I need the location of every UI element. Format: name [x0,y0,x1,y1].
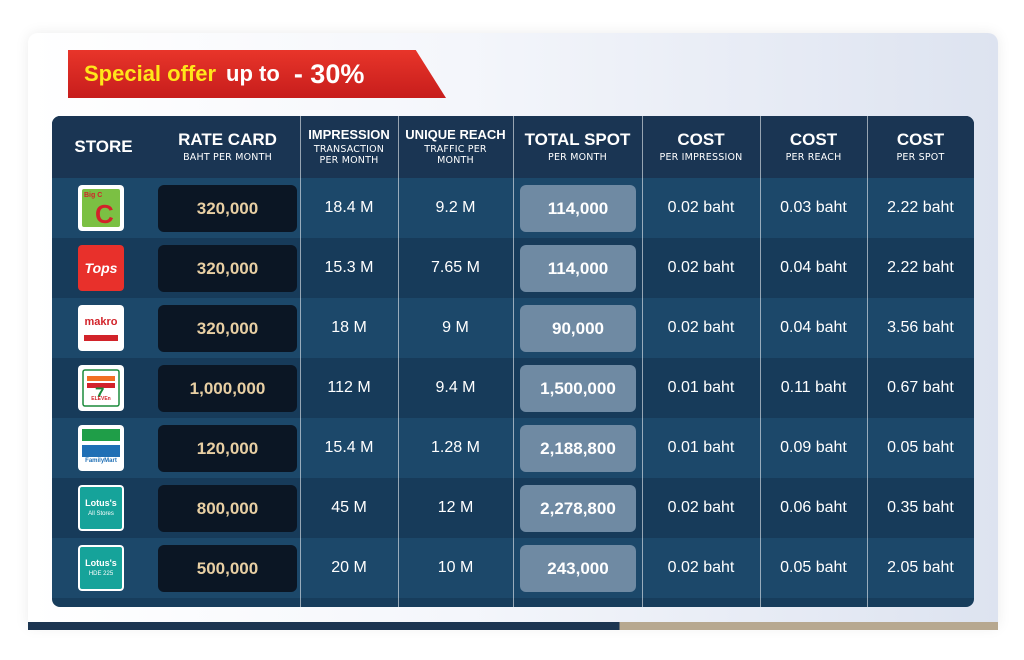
impression-value: 15.3 M [324,259,374,276]
offer-discount: - 30% [293,58,365,89]
offer-middle: up to [226,61,280,86]
cost-impression-value: 0.02 baht [667,319,735,336]
column-divider [398,116,399,607]
rate-card-value: 120,000 [158,425,297,472]
cost-impression-value: 0.02 baht [667,559,735,576]
header-cost-impression: COST PER IMPRESSION [659,129,743,163]
store-logo: 7 ELEVEn [78,365,124,411]
store-logo: FamilyMart [78,425,124,471]
reach-value: 7.65 M [431,259,480,276]
cost-impression-value: 0.02 baht [667,499,735,516]
column-divider [513,116,514,607]
impression-value: 45 M [331,499,367,516]
table-header: STORE RATE CARD BAHT PER MONTH IMPRESSIO… [52,116,974,178]
rate-card-value: 320,000 [158,245,297,292]
cost-spot-value: 0.35 baht [887,499,954,516]
cost-impression-value: 0.02 baht [667,199,735,216]
impression-value: 18 M [331,319,367,336]
column-divider [867,116,868,607]
total-spot-value: 1,500,000 [520,365,636,412]
header-impression: IMPRESSION TRANSACTION PER MONTH [308,126,390,166]
total-spot-value: 90,000 [520,305,636,352]
rate-card-value: 1,000,000 [158,365,297,412]
rate-table: STORE RATE CARD BAHT PER MONTH IMPRESSIO… [52,116,974,607]
footer-bar [28,622,998,630]
store-logo-text: Lotus's HDE 225 [85,558,117,578]
header-rate-card: RATE CARD BAHT PER MONTH [178,129,277,163]
header-total-spot: TOTAL SPOT PER MONTH [524,129,631,163]
rate-card-value: 320,000 [158,185,297,232]
cost-spot-value: 3.56 baht [887,319,954,336]
cost-spot-value: 2.22 baht [887,199,954,216]
cost-reach-value: 0.03 baht [780,199,847,216]
offer-ribbon [68,50,446,98]
reach-value: 9 M [442,319,469,336]
store-logo-text: Big C [84,192,103,199]
rate-card-value: 800,000 [158,485,297,532]
store-logo-text: FamilyMart [85,458,117,464]
header-store: STORE [74,136,133,156]
svg-text:7: 7 [95,384,104,403]
total-spot-value: 2,278,800 [520,485,636,532]
impression-value: 20 M [331,559,367,576]
cost-impression-value: 0.01 baht [667,439,735,456]
column-divider [642,116,643,607]
store-logo: Lotus's All Stores [78,485,124,531]
cost-reach-value: 0.11 baht [780,379,847,396]
cost-reach-value: 0.04 baht [780,259,847,276]
total-spot-value: 114,000 [520,185,636,232]
rate-card-value: 320,000 [158,305,297,352]
offer-ribbon-text: Special offer up to - 30% [84,55,364,93]
store-logo-text: Lotus's All Stores [85,498,117,518]
reach-value: 9.4 M [435,379,476,396]
cost-spot-value: 0.67 baht [887,379,954,396]
store-logo-text: Tops [84,260,118,276]
rate-card-value: 500,000 [158,545,297,592]
total-spot-value: 243,000 [520,545,636,592]
header-cost-spot: COST PER SPOT [896,129,945,163]
cost-spot-value: 2.05 baht [887,559,954,576]
total-spot-value: 114,000 [520,245,636,292]
column-divider [300,116,301,607]
store-logo-text: ELEVEn [90,396,112,402]
store-logo: Lotus's HDE 225 [78,545,124,591]
cost-spot-value: 0.05 baht [887,439,954,456]
header-unique-reach: UNIQUE REACH TRAFFIC PER MONTH [405,126,506,166]
store-logo: makro [78,305,124,351]
impression-value: 112 M [327,379,371,396]
header-cost-reach: COST PER REACH [785,129,842,163]
column-divider [760,116,761,607]
store-logo-text: makro [84,316,118,328]
store-logo: C Big C [78,185,124,231]
cost-reach-value: 0.05 baht [780,559,847,576]
store-logo: Tops [78,245,124,291]
cost-reach-value: 0.06 baht [780,499,847,516]
reach-value: 10 M [437,559,474,576]
reach-value: 1.28 M [431,439,480,456]
cost-impression-value: 0.01 baht [667,379,735,396]
cost-spot-value: 2.22 baht [887,259,954,276]
reach-value: 12 M [437,499,474,516]
svg-text:C: C [95,199,114,229]
cost-impression-value: 0.02 baht [667,259,735,276]
impression-value: 15.4 M [324,439,374,456]
cost-reach-value: 0.09 baht [780,439,847,456]
offer-highlight: Special offer [84,61,217,86]
reach-value: 9.2 M [435,199,476,216]
impression-value: 18.4 M [324,199,374,216]
total-spot-value: 2,188,800 [520,425,636,472]
cost-reach-value: 0.04 baht [780,319,847,336]
